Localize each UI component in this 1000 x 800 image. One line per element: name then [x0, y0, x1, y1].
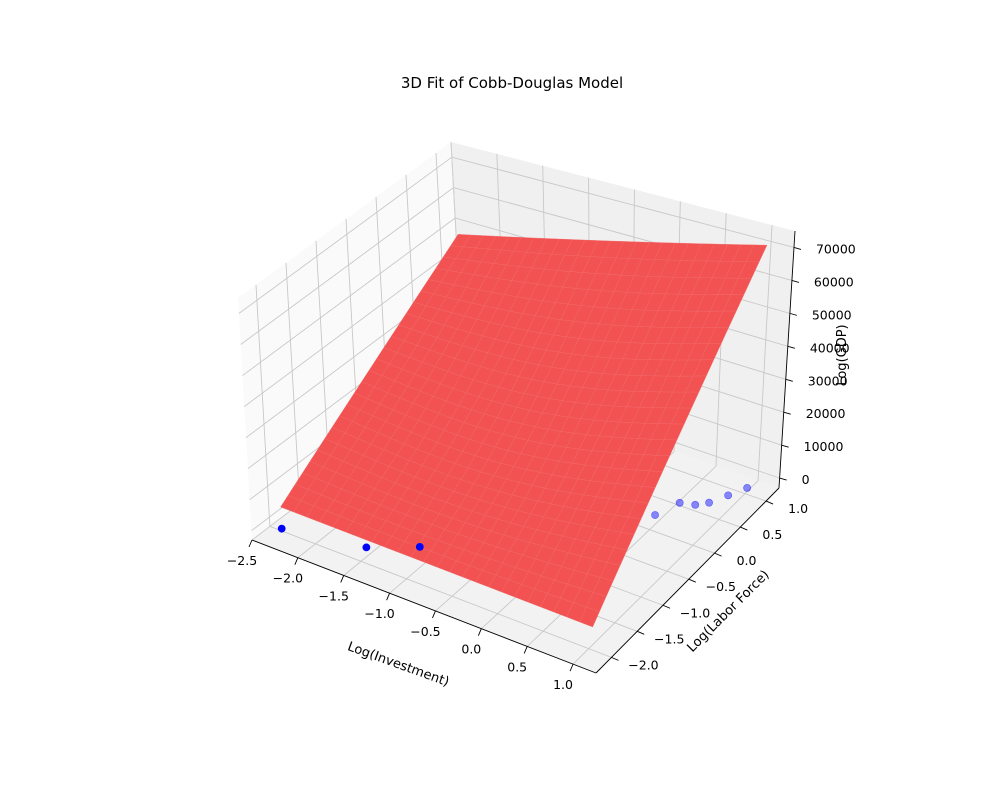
- y-tick-label: 0.0: [737, 553, 757, 568]
- z-axis-label: Log(GDP): [835, 324, 850, 385]
- tick-labels: −2.5−2.0−1.5−1.0−0.50.00.51.0−2.0−1.5−1.…: [227, 241, 856, 692]
- scatter-point: [743, 484, 752, 492]
- scatter-point: [415, 542, 424, 551]
- z-tick-mark: [789, 312, 797, 316]
- scatter-points-over: [277, 524, 424, 552]
- z-tick-label: 40000: [810, 340, 850, 355]
- x-tick-mark: [523, 646, 528, 654]
- scatter-point: [362, 543, 371, 552]
- x-tick-mark: [340, 575, 345, 583]
- z-tick-mark: [787, 345, 795, 349]
- x-tick-mark: [432, 610, 436, 619]
- y-tick-mark: [611, 656, 619, 661]
- x-axis-line: [251, 539, 597, 674]
- x-tick-label: −2.5: [227, 553, 257, 568]
- gridline-x: [572, 225, 773, 665]
- scatter-point: [675, 498, 684, 507]
- z-tick-mark: [785, 378, 793, 382]
- x-axis-label: Log(Investment): [345, 639, 451, 690]
- fitted-surface: [280, 234, 768, 628]
- y-axis-line: [595, 487, 780, 674]
- scatter-point: [277, 524, 286, 533]
- surface-patch: [745, 244, 768, 262]
- z-tick-label: 60000: [814, 274, 854, 289]
- z-tick-label: 30000: [808, 373, 848, 388]
- z-tick-mark: [781, 444, 789, 448]
- scatter-point: [651, 511, 659, 519]
- x-tick-mark: [386, 593, 391, 601]
- x-tick-label: −2.0: [273, 571, 303, 586]
- x-tick-mark: [294, 557, 299, 565]
- x-tick-label: 0.0: [461, 642, 481, 657]
- x-tick-label: −1.0: [364, 606, 394, 621]
- z-tick-label: 10000: [804, 439, 844, 454]
- scatter-point: [724, 491, 733, 500]
- y-tick-mark: [688, 578, 696, 583]
- chart-title: 3D Fit of Cobb-Douglas Model: [401, 74, 623, 92]
- y-tick-mark: [662, 604, 671, 609]
- x-tick-label: 1.0: [553, 677, 573, 692]
- z-tick-mark: [793, 247, 802, 250]
- y-tick-mark: [714, 552, 722, 557]
- z-tick-label: 50000: [812, 307, 852, 322]
- y-tick-label: 1.0: [788, 501, 808, 516]
- x-tick-label: −0.5: [410, 624, 440, 639]
- y-tick-label: 0.5: [762, 527, 782, 542]
- left-wall-pane: [238, 142, 464, 540]
- x-tick-mark: [248, 539, 253, 548]
- y-tick-label: −0.5: [706, 579, 736, 594]
- scatter-point: [705, 498, 713, 507]
- y-tick-label: −1.5: [654, 631, 684, 646]
- x-tick-mark: [569, 663, 574, 672]
- y-tick-mark: [765, 500, 774, 505]
- z-tick-mark: [779, 477, 787, 481]
- z-tick-mark: [783, 411, 791, 415]
- x-tick-label: −1.5: [319, 588, 349, 603]
- y-tick-mark: [740, 526, 748, 531]
- x-tick-label: 0.5: [507, 659, 527, 674]
- y-tick-label: −1.0: [680, 605, 710, 620]
- y-tick-label: −2.0: [628, 657, 658, 672]
- z-tick-mark: [791, 279, 800, 283]
- y-tick-mark: [637, 630, 645, 635]
- x-tick-mark: [477, 628, 482, 636]
- z-tick-label: 20000: [806, 406, 846, 421]
- gridline-y: [255, 284, 612, 658]
- z-tick-label: 70000: [816, 241, 856, 256]
- z-tick-label: 0: [802, 472, 810, 487]
- scatter-point: [691, 500, 700, 509]
